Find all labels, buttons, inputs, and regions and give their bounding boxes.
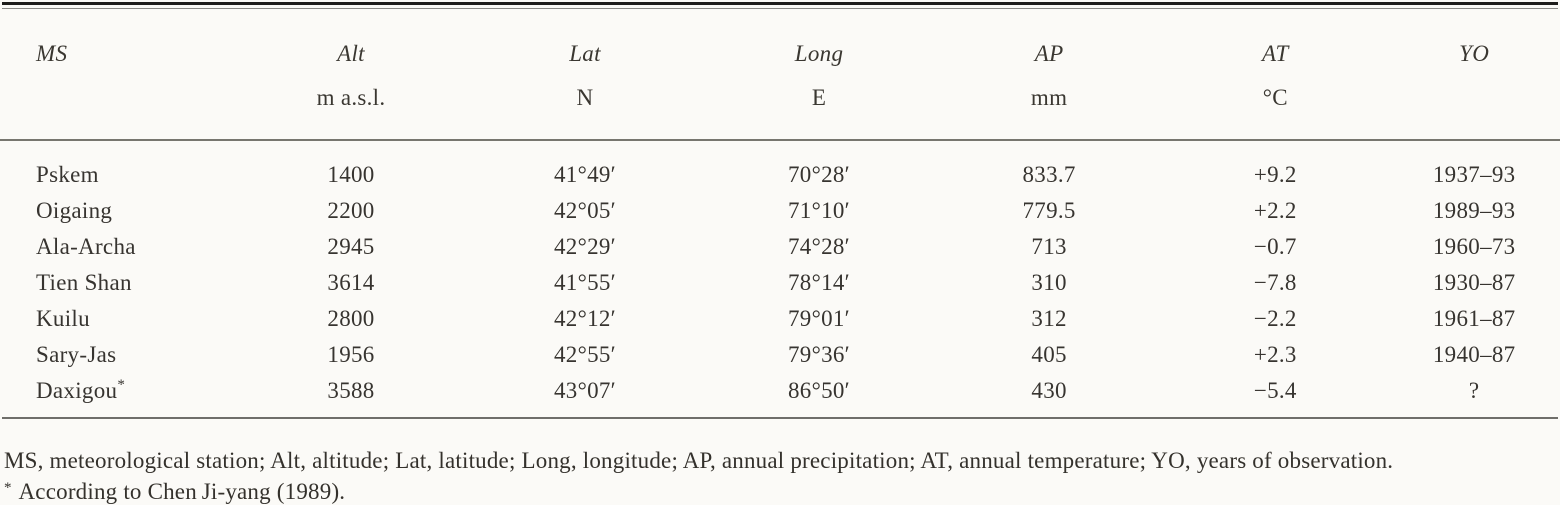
col-header-ms: MS <box>36 41 68 66</box>
cell-lat: 41°55′ <box>553 270 617 295</box>
cell-long: 70°28′ <box>787 162 851 187</box>
cell-at: −0.7 <box>1253 234 1297 259</box>
col-header-ap: AP <box>1034 41 1064 66</box>
asterisk-marker: * <box>4 480 12 496</box>
cell-ap: 430 <box>1031 378 1067 403</box>
station-row: Daxigou* 3588 43°07′ 86°50′ 430 −5.4? <box>0 373 1560 417</box>
cell-ms: Pskem <box>36 162 99 187</box>
cell-at: +9.2 <box>1253 162 1297 187</box>
cell-long: 79°01′ <box>787 306 851 331</box>
header-units-row: m a.s.l. N E mm °C <box>0 73 1560 141</box>
cell-long: 79°36′ <box>787 342 851 367</box>
cell-ap: 405 <box>1031 342 1067 367</box>
cell-ap: 310 <box>1031 270 1067 295</box>
cell-lat: 43°07′ <box>553 378 617 403</box>
cell-ap: 833.7 <box>1022 162 1076 187</box>
col-header-yo: YO <box>1459 41 1490 66</box>
col-header-alt: Alt <box>337 41 365 66</box>
cell-long: 78°14′ <box>787 270 851 295</box>
cell-alt: 2200 <box>327 198 375 223</box>
col-unit-yo <box>1388 73 1560 141</box>
table-footnotes: MS, meteorological station; Alt, altitud… <box>0 445 1560 505</box>
cell-lat: 41°49′ <box>553 162 617 187</box>
station-row: Tien Shan 3614 41°55′ 78°14′ 310 −7.8 1930–87 <box>0 265 1560 301</box>
col-unit-long: E <box>702 73 936 141</box>
col-unit-at: °C <box>1162 73 1389 141</box>
abbreviations-note: MS, meteorological station; Alt, altitud… <box>4 448 1394 473</box>
table-body: Pskem 1400 41°49′ 70°28′ 833.7 +9.2 1937–93 Oig… <box>0 140 1560 417</box>
station-row: Sary-Jas 1956 42°55′ 79°36′ 405 +2.3 1940–87 <box>0 337 1560 373</box>
col-unit-ms <box>0 73 234 141</box>
cell-yo: 1940–87 <box>1432 342 1516 367</box>
table-top-rule-thin <box>2 8 1558 9</box>
asterisk-marker: * <box>117 377 125 393</box>
table-header: MS Alt Lat Long AP AT YO m a.s.l. N E mm… <box>0 9 1560 141</box>
cell-alt: 3588 <box>327 378 375 403</box>
cell-ms: Kuilu <box>36 306 90 331</box>
table-bottom-rule <box>2 417 1558 419</box>
cell-lat: 42°29′ <box>553 234 617 259</box>
cell-alt: 2800 <box>327 306 375 331</box>
cell-yo: ? <box>1468 378 1480 403</box>
col-unit-ap: mm <box>936 73 1163 141</box>
asterisk-note-text: According to Chen Ji-yang (1989). <box>18 479 346 504</box>
cell-long: 74°28′ <box>787 234 851 259</box>
cell-at: +2.2 <box>1253 198 1297 223</box>
col-header-at: AT <box>1261 41 1289 66</box>
cell-ms: Tien Shan <box>36 270 132 295</box>
cell-yo: 1937–93 <box>1432 162 1516 187</box>
cell-alt: 1400 <box>327 162 375 187</box>
table-top-rule-thick <box>2 2 1558 5</box>
cell-alt: 3614 <box>327 270 375 295</box>
cell-ms: Oigaing <box>36 198 113 223</box>
cell-at: −7.8 <box>1253 270 1297 295</box>
station-row: Pskem 1400 41°49′ 70°28′ 833.7 +9.2 1937–93 <box>0 140 1560 193</box>
cell-long: 71°10′ <box>787 198 851 223</box>
cell-ap: 713 <box>1031 234 1067 259</box>
asterisk-note: * According to Chen Ji-yang (1989). <box>4 476 1556 505</box>
cell-yo: 1960–73 <box>1432 234 1516 259</box>
cell-alt: 1956 <box>327 342 375 367</box>
cell-alt: 2945 <box>327 234 375 259</box>
header-labels-row: MS Alt Lat Long AP AT YO <box>0 9 1560 73</box>
station-row: Kuilu 2800 42°12′ 79°01′ 312 −2.2 1961–87 <box>0 301 1560 337</box>
col-header-long: Long <box>794 41 844 66</box>
met-stations-table: MS Alt Lat Long AP AT YO m a.s.l. N E mm… <box>0 9 1560 417</box>
cell-ap: 779.5 <box>1022 198 1076 223</box>
cell-at: −5.4 <box>1253 378 1297 403</box>
cell-lat: 42°55′ <box>553 342 617 367</box>
col-unit-alt: m a.s.l. <box>234 73 468 141</box>
cell-lat: 42°12′ <box>553 306 617 331</box>
cell-ms: Sary-Jas <box>36 342 117 367</box>
station-row: Ala-Archa 2945 42°29′ 74°28′ 713 −0.7 1960–73 <box>0 229 1560 265</box>
col-unit-lat: N <box>468 73 702 141</box>
cell-ms: Ala-Archa <box>36 234 136 259</box>
station-row: Oigaing 2200 42°05′ 71°10′ 779.5 +2.2 1989–93 <box>0 193 1560 229</box>
cell-at: +2.3 <box>1253 342 1297 367</box>
cell-yo: 1930–87 <box>1432 270 1516 295</box>
cell-at: −2.2 <box>1253 306 1297 331</box>
col-header-lat: Lat <box>569 41 601 66</box>
cell-yo: 1961–87 <box>1432 306 1516 331</box>
cell-yo: 1989–93 <box>1432 198 1516 223</box>
cell-lat: 42°05′ <box>553 198 617 223</box>
cell-long: 86°50′ <box>787 378 851 403</box>
cell-ap: 312 <box>1031 306 1067 331</box>
cell-ms: Daxigou* <box>36 377 125 404</box>
